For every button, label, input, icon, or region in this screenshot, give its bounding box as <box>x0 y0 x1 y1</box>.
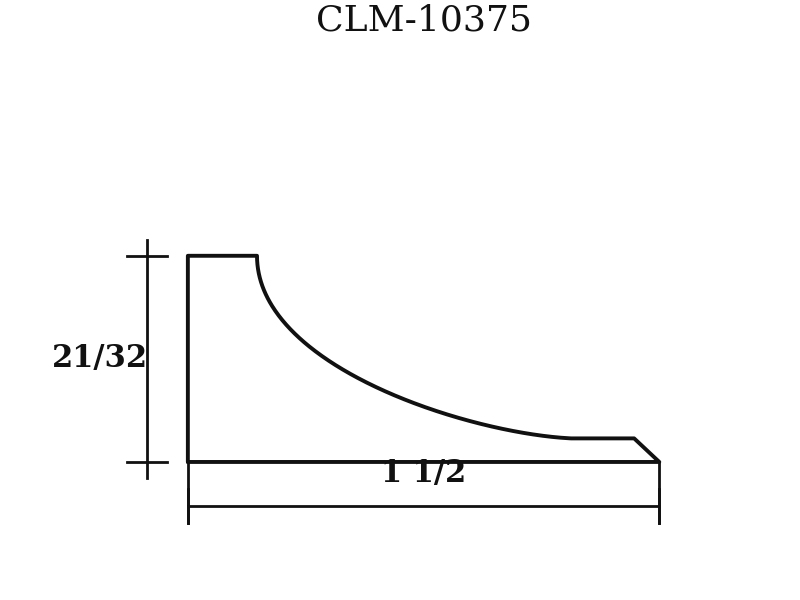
Text: 21/32: 21/32 <box>52 343 148 374</box>
Text: CLM-10375: CLM-10375 <box>315 3 531 37</box>
Text: 1 1/2: 1 1/2 <box>381 458 466 488</box>
